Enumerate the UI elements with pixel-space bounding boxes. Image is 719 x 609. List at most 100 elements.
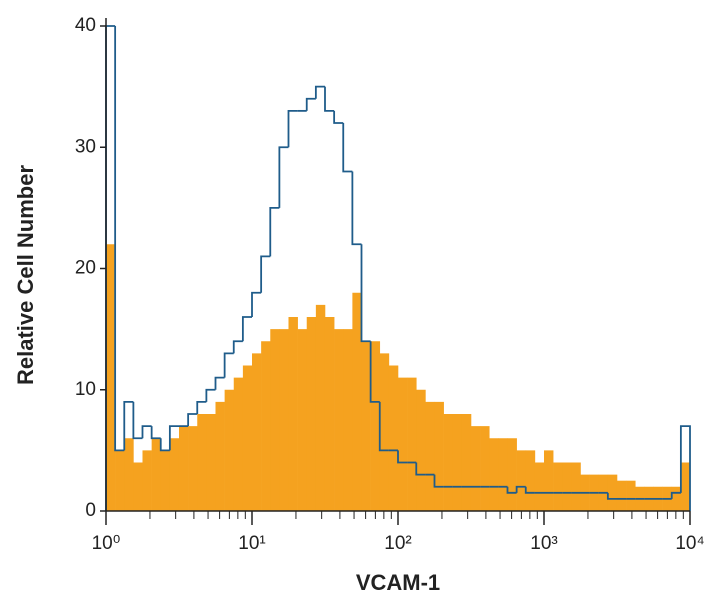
histogram-bar (452, 414, 463, 511)
histogram-bar (115, 450, 125, 511)
histogram-step (205, 388, 216, 402)
histogram-step (369, 341, 380, 403)
histogram-step (679, 425, 691, 511)
histogram-step (397, 450, 408, 464)
histogram-step (670, 491, 681, 499)
histogram-bar (507, 438, 517, 511)
histogram-step (314, 85, 325, 99)
histogram-bar (388, 365, 399, 511)
histogram-bar (315, 304, 326, 511)
y-tick-label: 40 (75, 15, 96, 36)
histogram-bar (252, 353, 262, 511)
histogram-bar (361, 341, 371, 511)
histogram-bar (188, 426, 198, 511)
histogram-bar (178, 426, 189, 511)
x-tick-label: 10² (384, 533, 411, 554)
histogram-step (214, 376, 225, 390)
histogram-bar (233, 377, 244, 511)
histogram-bar (224, 389, 235, 511)
histogram-bar (680, 462, 691, 511)
histogram-bar (160, 450, 171, 511)
y-tick-label: 0 (85, 500, 96, 521)
histogram-bar (142, 450, 152, 511)
histogram-step (360, 244, 371, 343)
histogram-bar (525, 450, 536, 511)
histogram-step (223, 352, 234, 378)
histogram-step (132, 401, 143, 440)
histogram-step (187, 413, 198, 427)
y-tick-label: 10 (75, 379, 96, 400)
histogram-bar (470, 426, 481, 511)
histogram-bar (425, 401, 435, 511)
x-tick-label: 10⁴ (675, 533, 704, 554)
histogram-bar (343, 329, 353, 511)
histogram-step (415, 462, 426, 476)
histogram-bar (306, 317, 317, 511)
histogram-bar (352, 292, 362, 511)
histogram-step (333, 110, 344, 124)
histogram-step (251, 291, 262, 317)
histogram-bar (461, 414, 472, 511)
histogram-bar (480, 426, 490, 511)
histogram-bar (516, 450, 527, 511)
histogram-step (260, 255, 271, 293)
histogram-bar (534, 462, 545, 511)
histogram-bar (553, 462, 563, 511)
histogram-bar (571, 462, 581, 511)
histogram-bar (106, 244, 116, 511)
histogram-step (123, 400, 134, 451)
histogram-bar (616, 480, 627, 511)
histogram-step (278, 146, 289, 208)
histogram-bar (133, 462, 143, 511)
histogram-bar (562, 462, 572, 511)
histogram-step (269, 206, 280, 257)
histogram-step (241, 316, 252, 342)
histogram-step (351, 171, 362, 246)
histogram-bar (215, 401, 225, 511)
x-axis-title: VCAM-1 (356, 570, 440, 595)
histogram-step (606, 492, 617, 500)
histogram-bar (206, 414, 216, 511)
histogram-step (168, 425, 179, 451)
histogram-step (324, 86, 335, 112)
histogram-bar (334, 329, 344, 511)
histogram-bar (169, 438, 180, 511)
histogram-bar (607, 474, 618, 511)
histogram-bar (197, 414, 207, 511)
histogram-bar (671, 486, 682, 511)
histogram-step (433, 474, 444, 488)
histogram-step (342, 123, 353, 173)
histogram-bar (124, 438, 134, 511)
histogram-step (159, 438, 170, 452)
histogram-bar (626, 480, 636, 511)
x-tick-label: 10⁰ (92, 533, 121, 554)
histogram-step (141, 425, 152, 439)
histogram-step (287, 109, 298, 148)
histogram-bar (416, 389, 426, 511)
histogram-bar (324, 317, 335, 511)
histogram-bar (297, 329, 308, 511)
histogram-bar (407, 377, 417, 511)
histogram-bar (242, 365, 253, 511)
histogram-bar (544, 450, 554, 511)
x-tick-label: 10¹ (238, 533, 265, 554)
histogram-step (196, 400, 207, 414)
histogram-bar (151, 438, 162, 511)
histogram-step (114, 26, 125, 452)
histogram-bar (498, 438, 508, 511)
histogram-bar (489, 438, 499, 511)
y-tick-label: 30 (75, 136, 96, 157)
histogram-step (524, 486, 535, 494)
histogram-bar (370, 341, 381, 511)
y-tick-label: 20 (75, 258, 96, 279)
x-tick-label: 10³ (530, 533, 557, 554)
histogram-step (378, 401, 389, 452)
histogram-bar (279, 329, 289, 511)
histogram-bar (443, 414, 454, 511)
histogram-bar (270, 329, 280, 511)
histogram-bar (261, 341, 271, 511)
histogram-bar (398, 377, 408, 511)
histogram-step (150, 426, 161, 440)
histogram-bar (288, 317, 298, 511)
